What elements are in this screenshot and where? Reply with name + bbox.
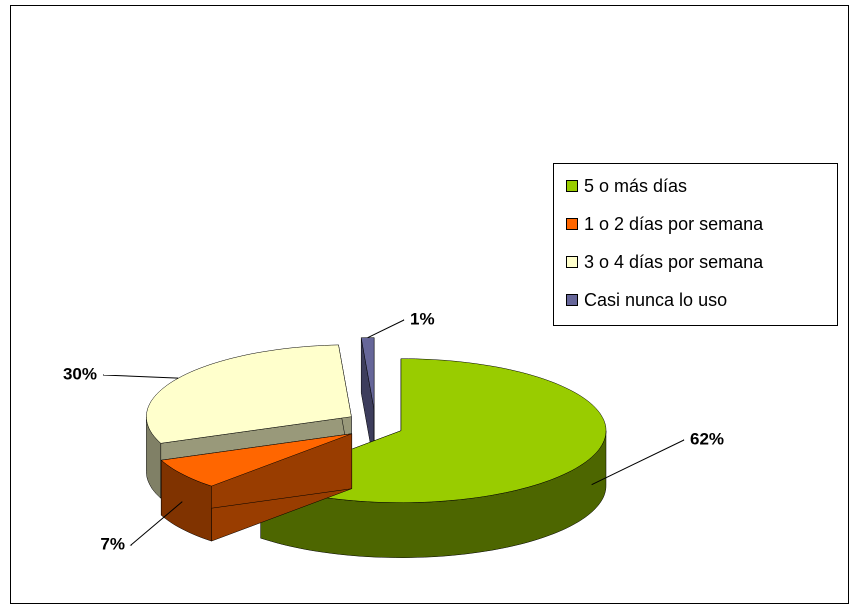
leader-line — [591, 439, 685, 486]
legend-swatch — [566, 180, 578, 192]
data-label: 1% — [410, 309, 435, 328]
data-label: 7% — [100, 534, 125, 553]
legend-swatch — [566, 218, 578, 230]
data-label: 62% — [690, 429, 724, 448]
legend-label: 1 o 2 días por semana — [584, 214, 764, 234]
legend-swatch — [566, 294, 578, 306]
legend-label: 5 o más días — [584, 176, 687, 196]
pie — [146, 337, 607, 558]
legend-label: Casi nunca lo uso — [584, 290, 727, 310]
slice — [160, 433, 352, 487]
slice — [146, 344, 352, 444]
leader-line — [129, 501, 183, 546]
legend-label: 3 o 4 días por semana — [584, 252, 764, 272]
legend-box — [553, 163, 838, 326]
legend-swatch — [566, 256, 578, 268]
leader-line — [102, 374, 179, 379]
leader-line — [367, 319, 405, 339]
data-label: 30% — [63, 364, 97, 383]
